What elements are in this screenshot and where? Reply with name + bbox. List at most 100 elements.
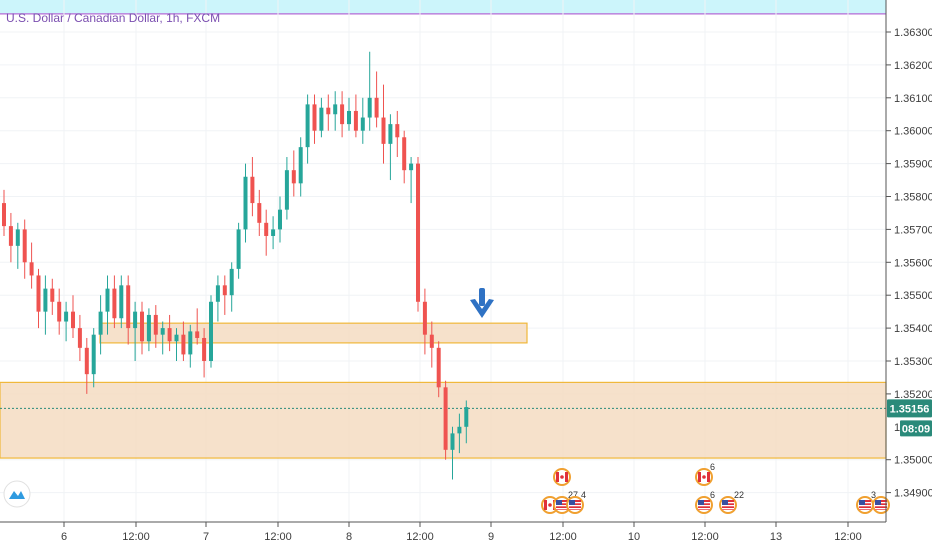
y-tick-label-partial: 1	[894, 422, 900, 434]
candle-body	[340, 104, 345, 125]
candle-body	[229, 268, 234, 296]
top-highlight-band	[0, 0, 886, 14]
us-flag-icon[interactable]: 4	[566, 490, 586, 514]
candle-body	[64, 311, 69, 322]
economic-events[interactable]: 27 4 6 6 22 3	[541, 462, 890, 514]
candle-body	[22, 229, 27, 263]
candle-body	[402, 137, 407, 171]
y-tick-label: 1.34900	[894, 488, 932, 500]
candle-body	[429, 334, 434, 348]
candle-body	[312, 104, 317, 131]
tradingview-logo-icon[interactable]	[3, 480, 31, 508]
candle-body	[188, 331, 193, 355]
candle-body	[464, 407, 469, 427]
y-tick-label: 1.36000	[894, 126, 932, 138]
candle-body	[174, 334, 179, 342]
x-tick-label: 12:00	[549, 531, 577, 543]
event-count: 22	[734, 490, 744, 500]
candle-body	[457, 426, 462, 434]
candle-body	[422, 301, 427, 335]
candle-body	[167, 328, 172, 342]
candle-body	[160, 328, 165, 335]
event-count: 4	[581, 490, 586, 500]
current-price-label: 1.35156	[890, 403, 930, 415]
candle-body	[319, 107, 324, 131]
candle-body	[15, 229, 20, 246]
candle-body	[50, 288, 55, 302]
x-tick-label: 8	[346, 531, 352, 543]
candle-body	[388, 124, 393, 144]
y-tick-label: 1.35900	[894, 159, 932, 171]
candle-body	[381, 117, 386, 144]
candle-body	[8, 226, 13, 246]
candle-body	[347, 110, 351, 125]
candle-body	[2, 203, 6, 227]
candle-body	[71, 311, 75, 329]
event-count: 6	[710, 490, 715, 500]
candle-body	[91, 334, 96, 375]
chart-title: U.S. Dollar / Canadian Dollar, 1h, FXCM	[6, 11, 220, 25]
candle-body	[181, 334, 186, 355]
candle-body	[236, 229, 241, 269]
x-tick-label: 12:00	[122, 531, 150, 543]
candles	[2, 51, 469, 480]
candle-body	[140, 311, 144, 342]
zones	[0, 322, 887, 459]
y-tick-label: 1.36300	[894, 27, 932, 39]
candle-body	[353, 110, 358, 131]
us-flag-icon[interactable]: 6	[695, 490, 715, 514]
candle-body	[305, 104, 310, 148]
event-count: 27	[568, 490, 578, 500]
x-tick-label: 10	[628, 531, 640, 543]
us-flag-icon[interactable]	[872, 496, 890, 514]
x-tick-label: 6	[61, 531, 67, 543]
candle-body	[84, 347, 89, 375]
candle-body	[202, 337, 207, 361]
y-tick-label: 1.35800	[894, 192, 932, 204]
y-tick-label: 1.35500	[894, 290, 932, 302]
lower-support-zone[interactable]	[0, 381, 887, 459]
candle-body	[222, 285, 227, 296]
candle-body	[409, 163, 414, 171]
candle-body	[436, 347, 441, 388]
candle-body	[243, 176, 248, 230]
candle-body	[278, 209, 282, 230]
down-arrow-icon	[470, 288, 494, 318]
candle-body	[395, 124, 400, 138]
candle-body	[29, 262, 34, 276]
event-count: 3	[871, 490, 876, 500]
candle-body	[112, 288, 117, 319]
candle-body	[209, 301, 213, 361]
candle-body	[215, 285, 220, 302]
current-price-tag: 1.35156 08:09	[887, 399, 932, 437]
candle-body	[360, 117, 365, 131]
candle-body	[326, 107, 331, 115]
candle-body	[367, 97, 372, 118]
x-tick-label: 12:00	[691, 531, 719, 543]
x-tick-label: 12:00	[834, 531, 862, 543]
candle-body	[133, 311, 138, 329]
candle-body	[443, 387, 448, 450]
candle-body	[250, 176, 255, 204]
countdown-bg	[900, 420, 932, 437]
candle-body	[57, 301, 62, 322]
candle-body	[43, 288, 48, 312]
price-tag-bg	[887, 399, 932, 418]
x-tick-label: 7	[203, 531, 209, 543]
candle-body	[257, 203, 262, 223]
candle-body	[195, 331, 200, 338]
canada-flag-icon[interactable]: 6	[695, 462, 715, 486]
candle-body	[264, 222, 269, 236]
candle-body	[119, 285, 124, 319]
us-flag-icon[interactable]: 22	[719, 490, 744, 514]
candle-body	[291, 170, 296, 184]
candle-body	[105, 288, 110, 312]
y-tick-label: 1.35000	[894, 455, 932, 467]
canada-flag-icon[interactable]	[553, 468, 571, 486]
event-count: 6	[710, 462, 715, 472]
candle-body	[77, 328, 82, 348]
candle-body	[450, 433, 455, 450]
y-tick-label: 1.36200	[894, 60, 932, 72]
arrow-head	[470, 299, 494, 318]
